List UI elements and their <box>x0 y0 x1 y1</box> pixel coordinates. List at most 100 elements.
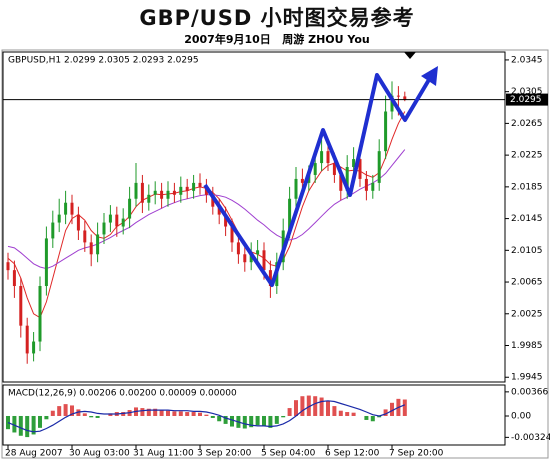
candle-body <box>64 202 68 215</box>
y-tick-label: 2.0025 <box>511 309 543 319</box>
candle-body <box>300 178 304 183</box>
candle-body <box>198 182 202 187</box>
macd-bar <box>294 400 298 416</box>
macd-bar <box>313 396 318 416</box>
macd-bar <box>70 405 74 416</box>
macd-bar <box>338 410 343 416</box>
chart-frame <box>1 49 549 459</box>
macd-bar <box>319 397 324 416</box>
y-tick-label: 2.0225 <box>511 151 543 161</box>
macd-bar <box>300 396 305 416</box>
macd-bar <box>121 412 126 416</box>
macd-bar <box>108 413 113 416</box>
candle-body <box>294 178 298 199</box>
y-tick-label: 2.0105 <box>511 246 543 256</box>
candle-body <box>352 159 356 168</box>
macd-bar <box>287 408 292 416</box>
candle-body <box>332 163 336 175</box>
candle-body <box>288 198 292 231</box>
trend-path <box>203 73 432 287</box>
macd-bar <box>223 415 228 424</box>
candle-body <box>108 214 112 223</box>
candle-body <box>249 254 253 263</box>
macd-bar <box>390 402 394 416</box>
macd-bar <box>166 410 170 416</box>
candle-body <box>121 218 125 227</box>
main-panel <box>2 51 506 383</box>
candle-body <box>211 194 215 207</box>
candle-body <box>12 270 16 287</box>
candle-body <box>345 167 349 191</box>
macd-info: MACD(12,26,9) 0.00206 0.00200 0.00009 0.… <box>8 389 237 399</box>
x-tick-label: 5 Sep 04:00 <box>261 449 316 459</box>
candle-body <box>70 202 74 215</box>
macd-bar <box>306 395 311 416</box>
macd-bar <box>12 415 17 433</box>
drawn-zigzag <box>203 66 438 287</box>
candle-body <box>134 182 138 199</box>
candle-body <box>76 214 80 231</box>
y-tick-label: 2.0345 <box>511 55 543 65</box>
macd-bar <box>345 412 350 416</box>
x-tick-label: 7 Sep 20:00 <box>389 449 444 459</box>
candle-body <box>236 242 240 255</box>
candle-body <box>172 190 176 195</box>
candle-body <box>153 190 157 195</box>
macd-bar <box>44 415 49 420</box>
macd-bar <box>140 408 145 416</box>
macd-bar <box>57 406 62 416</box>
y-tick-label: 0.00366 <box>511 387 548 397</box>
candle-body <box>51 222 55 239</box>
macd-bar <box>351 412 356 416</box>
candle-body <box>396 95 400 97</box>
candle-body <box>268 270 272 287</box>
macd-bar <box>377 415 382 418</box>
x-tick-label: 28 Aug 2007 <box>5 449 63 459</box>
candle-body <box>262 250 266 271</box>
macd-bar <box>178 411 183 416</box>
macd-bar <box>25 415 30 438</box>
candle-body <box>230 226 234 243</box>
x-tick-label: 30 Aug 03:00 <box>69 449 130 459</box>
macd-bar <box>249 415 254 428</box>
last-price-label: 2.0295 <box>510 95 542 105</box>
candle-body <box>204 186 208 195</box>
macd-bar <box>274 415 279 424</box>
candle-body <box>89 242 93 255</box>
y-tick-label: 2.0305 <box>511 87 543 97</box>
macd-bar <box>217 415 222 422</box>
macd-bar <box>76 409 81 416</box>
macd-bar <box>63 404 68 416</box>
candle-body <box>339 174 343 191</box>
candle-body <box>179 186 183 195</box>
macd-bar <box>255 415 260 426</box>
candle-body <box>96 234 100 255</box>
macd-bar <box>268 415 273 428</box>
macd-bar <box>50 410 55 416</box>
macd-bar <box>383 409 388 416</box>
y-tick-label: 1.9945 <box>511 373 543 383</box>
page-title: GBP/USD 小时图交易参考 <box>139 6 414 30</box>
candle-body <box>83 230 87 243</box>
candle-body <box>160 190 164 199</box>
macd-bar <box>332 406 337 416</box>
candle-body <box>320 151 324 164</box>
x-tick-label: 3 Sep 20:00 <box>197 449 252 459</box>
macd-bar <box>159 410 164 416</box>
y-tick-label: -0.00324 <box>511 433 550 443</box>
macd-bar <box>370 415 375 422</box>
x-tick-label: 6 Sep 12:00 <box>325 449 380 459</box>
candle-body <box>377 151 381 183</box>
candle-body <box>224 214 228 227</box>
page-subtitle: 2007年9月10日 周游 ZHOU You <box>184 32 370 46</box>
candle-body <box>44 238 48 287</box>
macd-bar <box>89 415 94 418</box>
macd-bar <box>18 415 23 436</box>
candle-body <box>185 186 189 191</box>
symbol-info: GBPUSD,H1 2.0299 2.0305 2.0293 2.0295 <box>8 56 199 66</box>
plot-layer: 2.0345 2.0305 2.0265 2.0225 2.0185 2.0145 2.01… <box>3 55 550 459</box>
macd-bar <box>146 408 151 416</box>
candle-body <box>364 178 368 191</box>
macd-bar <box>402 399 407 416</box>
candle-body <box>6 262 10 271</box>
